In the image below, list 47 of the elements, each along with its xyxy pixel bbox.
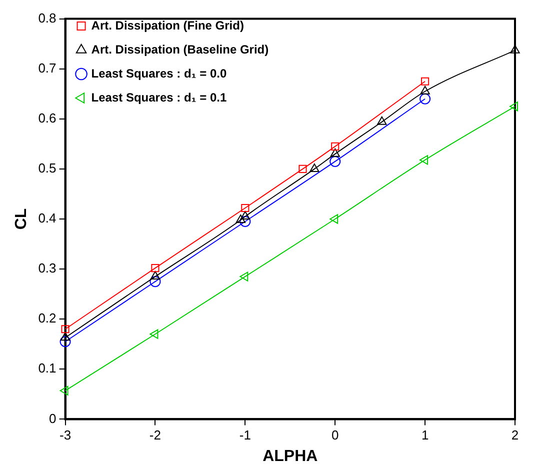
y-tick-label: 0: [49, 410, 56, 426]
point: [421, 77, 430, 86]
point: [241, 204, 250, 212]
y-tick-label: 0.5: [38, 160, 56, 176]
point: [61, 325, 70, 334]
point: [236, 214, 246, 223]
point: [330, 214, 338, 224]
y-tick-label: 0.6: [38, 110, 56, 126]
point: [298, 164, 307, 173]
point: [330, 156, 341, 167]
point: [240, 272, 248, 282]
point: [150, 276, 161, 288]
legend-label: Least Squares : d₁ = 0.0: [91, 66, 227, 80]
y-tick-label: 0.1: [38, 360, 56, 376]
x-tick-label: 0: [331, 428, 339, 443]
point: [510, 102, 518, 112]
point: [510, 44, 520, 54]
point: [60, 386, 68, 396]
point: [420, 155, 428, 165]
x-axis-title: ALPHA: [262, 448, 318, 465]
point: [150, 271, 160, 280]
legend-label: Art. Dissipation (Baseline Grid): [91, 42, 269, 56]
point: [330, 148, 340, 157]
y-tick-label: 0.7: [38, 60, 56, 76]
point: [60, 336, 71, 348]
y-tick-label: 0.4: [38, 210, 56, 226]
point: [377, 116, 387, 125]
y-tick-label: 0.8: [38, 10, 56, 26]
legend-label: Art. Dissipation (Fine Grid): [91, 18, 244, 32]
point: [310, 163, 320, 172]
x-tick-label: 2: [511, 428, 519, 443]
point: [151, 264, 160, 272]
point: [420, 93, 431, 104]
y-tick-label: 0.2: [38, 310, 56, 326]
x-tick-label: -1: [239, 428, 251, 443]
y-tick-label: 0.3: [38, 260, 56, 276]
x-tick-label: -2: [149, 428, 161, 443]
point: [420, 86, 430, 94]
point: [150, 329, 158, 339]
point: [240, 211, 250, 220]
y-axis-title: CL: [13, 208, 30, 230]
x-tick-label: -3: [59, 428, 72, 443]
point: [331, 142, 340, 150]
point: [240, 216, 251, 228]
legend-label: Least Squares : d₁ = 0.1: [91, 90, 227, 104]
x-tick-label: 1: [421, 428, 429, 443]
point: [60, 332, 70, 341]
